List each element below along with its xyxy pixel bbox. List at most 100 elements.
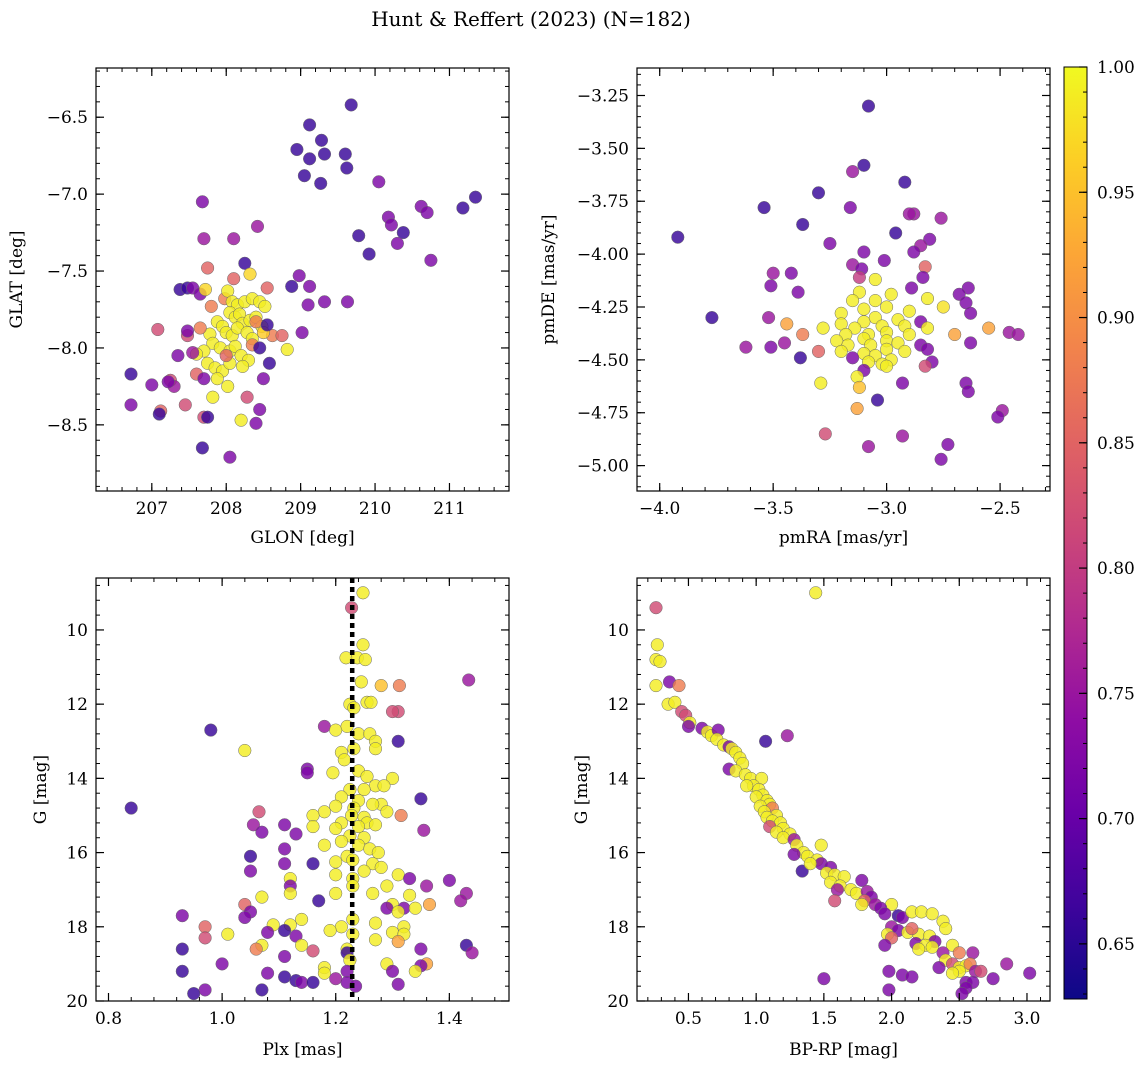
- panel-parallax-magnitude: 0.8 1.0 1.2 1.4 10 12 14 16 18 20 Plx [mas] G [ma…: [31, 577, 510, 1060]
- axis-ticks: −4.0 −3.5 −3.0 −2.5 −3.25 −3.50 −3.75 −4.00 −4.2…: [577, 68, 1050, 519]
- x-tick-label: 208: [210, 499, 242, 519]
- scatter-point: [261, 966, 275, 980]
- y-tick-label: 16: [607, 844, 629, 864]
- scatter-point: [364, 695, 378, 709]
- scatter-point: [390, 236, 404, 250]
- scatter-point: [297, 169, 311, 183]
- scatter-point: [1023, 966, 1037, 980]
- colorbar-tick-label: 0.75: [1097, 684, 1135, 704]
- scatter-point: [941, 437, 955, 452]
- scatter-point: [414, 792, 428, 806]
- scatter-point: [905, 970, 919, 984]
- y-tick-label: −3.50: [577, 139, 629, 159]
- scatter-point: [780, 729, 794, 743]
- scatter-point: [882, 964, 896, 978]
- scatter-point: [391, 977, 405, 991]
- scatter-point: [356, 638, 370, 652]
- scatter-point: [857, 315, 871, 329]
- scatter-point: [368, 742, 383, 756]
- figure-title: Hunt & Reffert (2023) (N=182): [371, 7, 691, 31]
- panel-position: 207 208 209 210 211 −6.5 −7.0 −7.5 −8.0 −8.5 GLON…: [7, 67, 510, 548]
- scatter-point: [830, 883, 844, 897]
- scatter-point: [454, 894, 468, 908]
- scatter-point: [377, 779, 391, 793]
- scatter-point: [668, 695, 682, 709]
- axis-ticks: 207 208 209 210 211 −6.5 −7.0 −7.5 −8.0 −8.5: [47, 68, 510, 519]
- axis-ticks: 0.5 1.0 1.5 2.0 2.5 3.0 10 12 14 16 18 20: [607, 578, 1050, 1029]
- scatter-point: [672, 679, 686, 693]
- scatter-point: [210, 372, 224, 386]
- x-tick-label: 1.4: [436, 1009, 463, 1029]
- scatter-point: [855, 873, 869, 887]
- scatter-point: [323, 923, 337, 938]
- x-tick-label: 209: [284, 499, 316, 519]
- scatter-point: [360, 769, 374, 784]
- scatter-point: [884, 287, 898, 301]
- scatter-point: [145, 378, 159, 392]
- x-tick-label: 0.5: [675, 1009, 702, 1029]
- scatter-point: [846, 351, 860, 365]
- scatter-point: [417, 823, 431, 837]
- x-tick-label: 2.5: [946, 1009, 973, 1029]
- scatter-point: [249, 942, 263, 956]
- scatter-point: [846, 294, 860, 308]
- scatter-point: [776, 831, 790, 845]
- scatter-point: [234, 413, 248, 427]
- scatter-point: [649, 601, 663, 615]
- scatter-point: [916, 270, 930, 284]
- x-axis-label: Plx [mas]: [262, 1040, 342, 1060]
- scatter-point: [374, 860, 388, 874]
- scatter-point: [880, 359, 894, 373]
- scatter-point: [317, 966, 331, 980]
- scatter-point: [777, 336, 792, 350]
- scatter-point: [895, 376, 910, 390]
- plot-frame: [95, 577, 510, 1002]
- scatter-point: [880, 300, 894, 314]
- scatter-point: [198, 920, 212, 934]
- scatter-point: [178, 398, 192, 412]
- scatter-point: [403, 888, 417, 902]
- scatter-point: [380, 805, 394, 819]
- scatter-point: [796, 327, 810, 342]
- scatter-point: [766, 266, 780, 280]
- colorbar-tick-label: 0.85: [1097, 434, 1135, 454]
- scatter-point: [870, 393, 885, 407]
- scatter-point: [392, 679, 406, 693]
- scatter-point: [329, 855, 343, 869]
- x-tick-label: 1.0: [743, 1009, 770, 1029]
- y-tick-label: −8.5: [47, 416, 88, 436]
- scatter-point: [828, 894, 842, 908]
- scatter-point: [895, 429, 910, 443]
- colorbar-tick-label: 0.65: [1097, 935, 1135, 955]
- scatter-point: [905, 922, 919, 936]
- scatter-point: [902, 327, 916, 342]
- scatter-point: [124, 398, 138, 412]
- scatter-point: [317, 719, 331, 733]
- scatter-point: [256, 372, 270, 386]
- scatter-point: [152, 407, 166, 421]
- scatter-point: [250, 219, 265, 233]
- scatter-point: [368, 933, 383, 947]
- scatter-point: [920, 342, 935, 356]
- scatter-point: [740, 779, 754, 793]
- scatter-point: [295, 326, 309, 340]
- y-axis-label: GLAT [deg]: [7, 230, 27, 328]
- scatter-point: [834, 344, 848, 358]
- scatter-point: [814, 838, 828, 852]
- y-tick-label: −7.5: [47, 262, 88, 282]
- scatter-point: [966, 946, 980, 960]
- scatter-point: [278, 970, 292, 984]
- scatter-point: [385, 964, 400, 978]
- scatter-point: [374, 679, 388, 693]
- y-tick-label: 18: [66, 918, 88, 938]
- scatter-point: [420, 206, 434, 220]
- scatter-point: [925, 907, 939, 921]
- x-axis-label: pmRA [mas/yr]: [779, 528, 908, 548]
- scatter-point: [391, 868, 405, 882]
- scatter-point: [195, 195, 209, 209]
- scatter-point: [920, 321, 935, 335]
- y-axis-label: pmDE [mas/yr]: [539, 214, 559, 344]
- scatter-point: [368, 818, 383, 832]
- scatter-point: [292, 269, 306, 283]
- scatter-point: [817, 972, 831, 986]
